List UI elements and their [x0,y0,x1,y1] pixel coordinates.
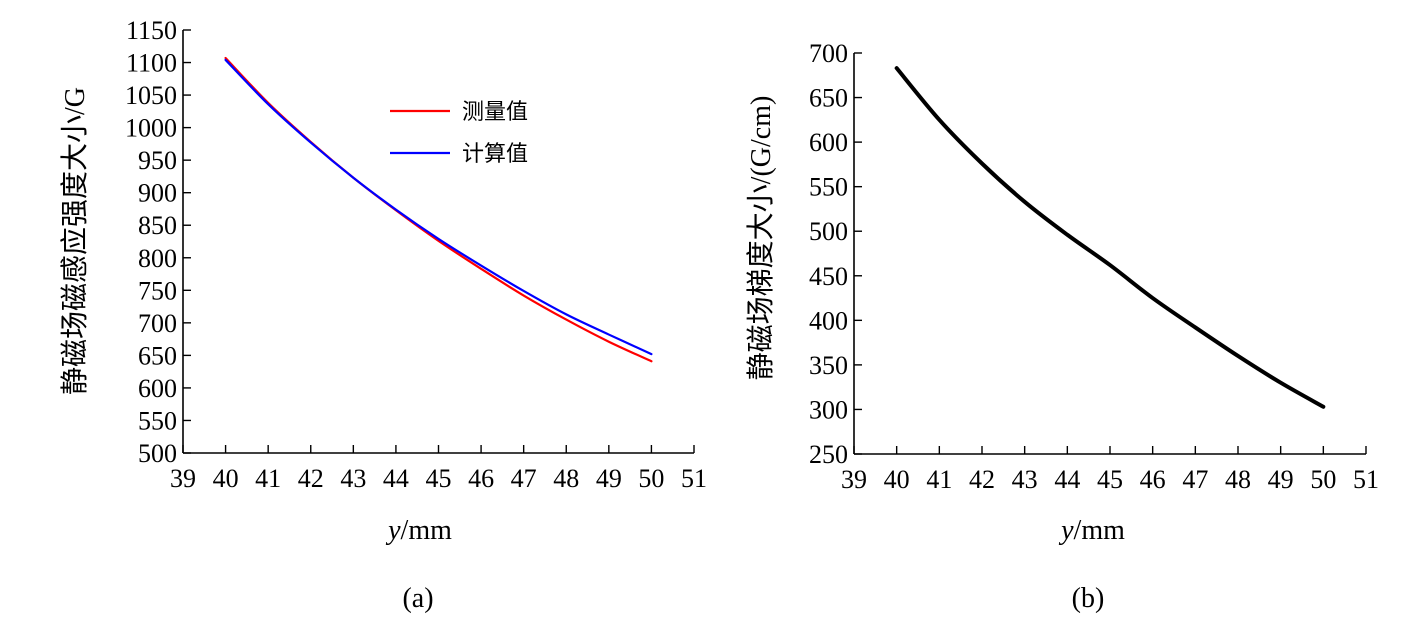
y-tick-label: 950 [138,146,177,175]
y-tick-label: 350 [809,351,848,380]
series-line-0 [894,66,1326,409]
x-tick-label: 42 [298,464,324,493]
legend-label-1: 计算值 [462,142,528,167]
x-tick-label: 44 [383,464,409,493]
x-tick-label: 50 [638,464,664,493]
y-tick-label: 1000 [125,114,177,143]
x-tick-label: 49 [1268,465,1294,494]
x-tick-label: 48 [1225,465,1251,494]
y-tick-label: 600 [138,374,177,403]
x-tick-label: 41 [926,465,952,494]
x-tick-label: 46 [1140,465,1166,494]
y-axis-label: 静磁场梯度大小/(G/cm) [745,96,777,381]
x-tick-label: 49 [596,464,622,493]
y-tick-label: 900 [138,179,177,208]
y-axis-label: 静磁场磁感应强度大小/G [59,87,91,395]
x-tick-label: 50 [1310,465,1336,494]
x-tick-label: 42 [969,465,995,494]
x-tick-label: 45 [1097,465,1123,494]
y-tick-label: 650 [809,84,848,113]
x-tick-label: 47 [511,464,537,493]
y-tick-label: 300 [809,395,848,424]
x-tick-label: 51 [1353,465,1379,494]
y-tick-label: 800 [138,244,177,273]
x-tick-label: 39 [841,465,867,494]
y-tick-label: 1150 [126,16,177,45]
x-tick-label: 39 [170,464,196,493]
x-tick-label: 40 [884,465,910,494]
y-tick-label: 400 [809,306,848,335]
x-tick-label: 51 [681,464,707,493]
legend-label-0: 测量值 [462,100,528,125]
chart-b: 250 300 350 400 450 500 550 600 650 700 39 40 41 42 43… [745,39,1379,614]
y-tick-label: 1050 [125,81,177,110]
y-tick-label: 450 [809,262,848,291]
x-tick-label: 46 [468,464,494,493]
y-tick-label: 650 [138,341,177,370]
chart-a: 500 550 600 650 700 750 800 850 900 950 1000 1050 11… [59,16,707,614]
y-tick-label: 250 [809,440,848,469]
x-tick-label: 45 [426,464,452,493]
y-tick-label: 600 [809,128,848,157]
x-axis-label: y/mm [385,515,452,546]
y-tick-label: 550 [138,406,177,435]
x-tick-label: 40 [213,464,239,493]
y-tick-label: 500 [138,439,177,468]
y-tick-label: 1100 [126,49,177,78]
x-tick-label: 43 [340,464,366,493]
x-tick-label: 43 [1012,465,1038,494]
y-tick-label: 500 [809,217,848,246]
y-tick-label: 550 [809,173,848,202]
subfigure-caption: (b) [1072,583,1105,614]
series-line-1 [224,58,653,356]
series-line-0 [224,56,653,363]
x-tick-label: 48 [553,464,579,493]
y-tick-label: 750 [138,276,177,305]
y-tick-label: 700 [138,309,177,338]
x-tick-label: 44 [1054,465,1080,494]
x-tick-label: 47 [1182,465,1208,494]
subfigure-caption: (a) [402,583,433,614]
x-tick-label: 41 [255,464,281,493]
x-axis-label: y/mm [1058,515,1125,546]
y-tick-label: 700 [809,39,848,68]
y-tick-label: 850 [138,211,177,240]
